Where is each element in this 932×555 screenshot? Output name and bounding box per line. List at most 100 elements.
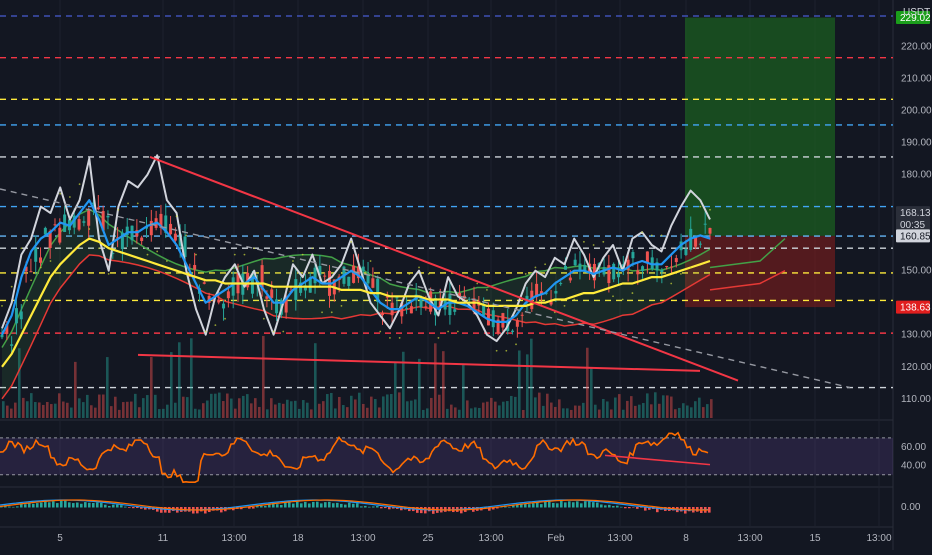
macd-histogram-bar <box>356 503 359 508</box>
volume-bar <box>182 396 185 418</box>
macd-histogram-bar <box>608 504 611 508</box>
candle-body <box>34 247 38 262</box>
sar-dot <box>39 266 42 269</box>
time-axis-label: 18 <box>292 533 304 544</box>
volume-bar <box>2 401 5 418</box>
volume-bar <box>706 404 709 418</box>
sar-dot <box>641 231 644 234</box>
horizontal-levels[interactable] <box>0 15 893 389</box>
price-axis[interactable]: 60.00 40.00 0.00 220.00 210.00 200.00 190.00 18… <box>896 11 932 513</box>
sar-dot <box>98 247 100 250</box>
price-tag-bg <box>896 206 930 220</box>
candle-body <box>371 278 375 288</box>
candle-body <box>655 262 659 271</box>
volume-bar <box>314 343 317 418</box>
volume-bar <box>194 408 197 418</box>
volume-bar <box>694 401 697 418</box>
volume-bar <box>254 398 257 418</box>
volume-bar <box>274 404 277 418</box>
volume-bar <box>94 407 97 418</box>
macd-histogram-bar <box>336 502 339 508</box>
volume-bar <box>506 401 509 418</box>
sar-dot <box>369 260 372 262</box>
macd-histogram-bar <box>564 502 567 508</box>
candle-body <box>82 221 86 223</box>
macd-histogram-bar <box>100 502 103 508</box>
macd-histogram-bar <box>376 506 379 508</box>
macd-histogram-bar <box>340 503 343 508</box>
candle-body <box>53 224 57 226</box>
macd-histogram-bar <box>292 503 295 508</box>
macd-histogram-bar <box>492 507 495 510</box>
volume-bar <box>490 397 493 418</box>
macd-histogram-bar <box>344 504 347 508</box>
sar-dot <box>272 330 275 333</box>
volume-bar <box>22 397 25 418</box>
volume-bar <box>502 401 505 418</box>
sar-dot <box>563 304 566 307</box>
volume-bar <box>130 401 133 418</box>
time-axis-label: 13:00 <box>737 533 762 544</box>
candle-body <box>101 211 105 231</box>
candle-body <box>87 210 91 226</box>
sar-dot <box>534 266 537 269</box>
volume-bar <box>542 405 545 418</box>
volume-bar <box>390 394 393 418</box>
candle-body <box>43 227 47 235</box>
volume-bar <box>670 396 673 418</box>
sar-dot <box>311 247 314 250</box>
volume-bar <box>218 392 221 418</box>
volume-bar <box>26 401 29 418</box>
volume-bar <box>102 394 105 418</box>
macd-histogram-bar <box>520 503 523 508</box>
volume-bar <box>322 401 325 418</box>
macd-histogram-bar <box>280 504 283 508</box>
volume-bar <box>290 401 293 418</box>
volume-bar <box>710 399 713 418</box>
volume-bar <box>298 408 301 418</box>
macd-histogram-bar <box>260 505 263 508</box>
candle-body <box>660 269 664 273</box>
candle-body <box>424 306 428 308</box>
macd-histogram-bar <box>256 505 259 508</box>
candle-body <box>140 237 144 242</box>
candle-body <box>318 265 322 276</box>
macd-histogram-bar <box>136 507 139 509</box>
price-axis-label: 180.00 <box>901 170 932 181</box>
support-trendline <box>137 353 701 372</box>
candle-body <box>284 297 288 313</box>
rsi-pane[interactable] <box>0 431 893 484</box>
volume-bar <box>686 405 689 418</box>
candle-body <box>631 252 635 259</box>
macd-histogram-bar <box>368 506 371 508</box>
volume-bar <box>334 408 337 418</box>
macd-pane[interactable] <box>0 499 711 514</box>
macd-histogram-bar <box>116 504 119 508</box>
volume-bar <box>478 407 481 418</box>
macd-histogram-bar <box>44 501 47 508</box>
macd-histogram-bar <box>588 501 591 508</box>
trendlines[interactable] <box>0 156 851 389</box>
candle-body <box>525 295 529 301</box>
volume-bar <box>462 363 465 418</box>
volume-bar <box>522 409 525 418</box>
macd-histogram-bar <box>308 503 311 508</box>
volume-bar <box>474 407 477 418</box>
volume-bar <box>10 408 13 418</box>
sar-dot <box>583 240 585 243</box>
macd-histogram-bar <box>364 505 367 508</box>
volume-bar <box>398 392 401 418</box>
candle-body <box>313 267 317 284</box>
candle-body <box>636 270 640 275</box>
macd-histogram-bar <box>572 502 575 508</box>
time-axis-label: 13:00 <box>350 533 375 544</box>
time-axis[interactable]: 5 11 13:00 18 13:00 25 13:00 Feb 13:00 8 13:00 15 13… <box>57 533 892 544</box>
volume-bar <box>446 408 449 418</box>
price-tag-bg <box>896 11 930 25</box>
candle-body <box>645 251 649 263</box>
price-axis-label: 150.00 <box>901 266 932 277</box>
sar-dot <box>544 263 547 266</box>
volume-bar <box>470 408 473 418</box>
